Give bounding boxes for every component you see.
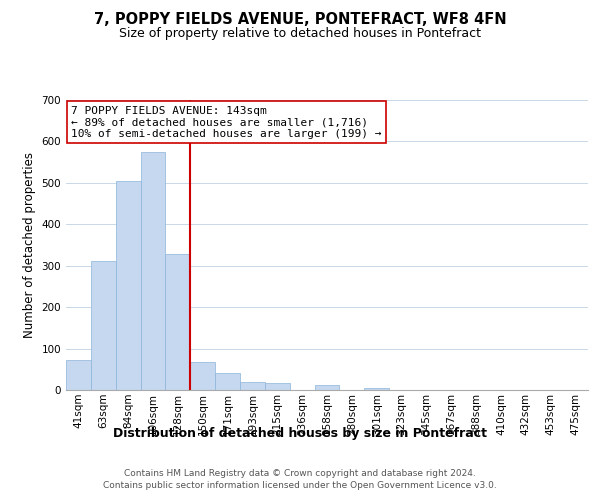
Bar [190,362,215,390]
Bar [240,382,265,390]
Text: Distribution of detached houses by size in Pontefract: Distribution of detached houses by size … [113,428,487,440]
Bar [364,388,389,390]
Bar [166,254,190,390]
Text: 7, POPPY FIELDS AVENUE, PONTEFRACT, WF8 4FN: 7, POPPY FIELDS AVENUE, PONTEFRACT, WF8 … [94,12,506,28]
Bar [66,360,91,390]
Bar [215,374,240,390]
Text: Contains HM Land Registry data © Crown copyright and database right 2024.
Contai: Contains HM Land Registry data © Crown c… [103,468,497,490]
Bar [116,181,140,390]
Bar [140,152,166,390]
Bar [91,261,116,390]
Bar [314,386,340,390]
Text: Size of property relative to detached houses in Pontefract: Size of property relative to detached ho… [119,28,481,40]
Bar [265,384,290,390]
Y-axis label: Number of detached properties: Number of detached properties [23,152,36,338]
Text: 7 POPPY FIELDS AVENUE: 143sqm
← 89% of detached houses are smaller (1,716)
10% o: 7 POPPY FIELDS AVENUE: 143sqm ← 89% of d… [71,106,382,139]
